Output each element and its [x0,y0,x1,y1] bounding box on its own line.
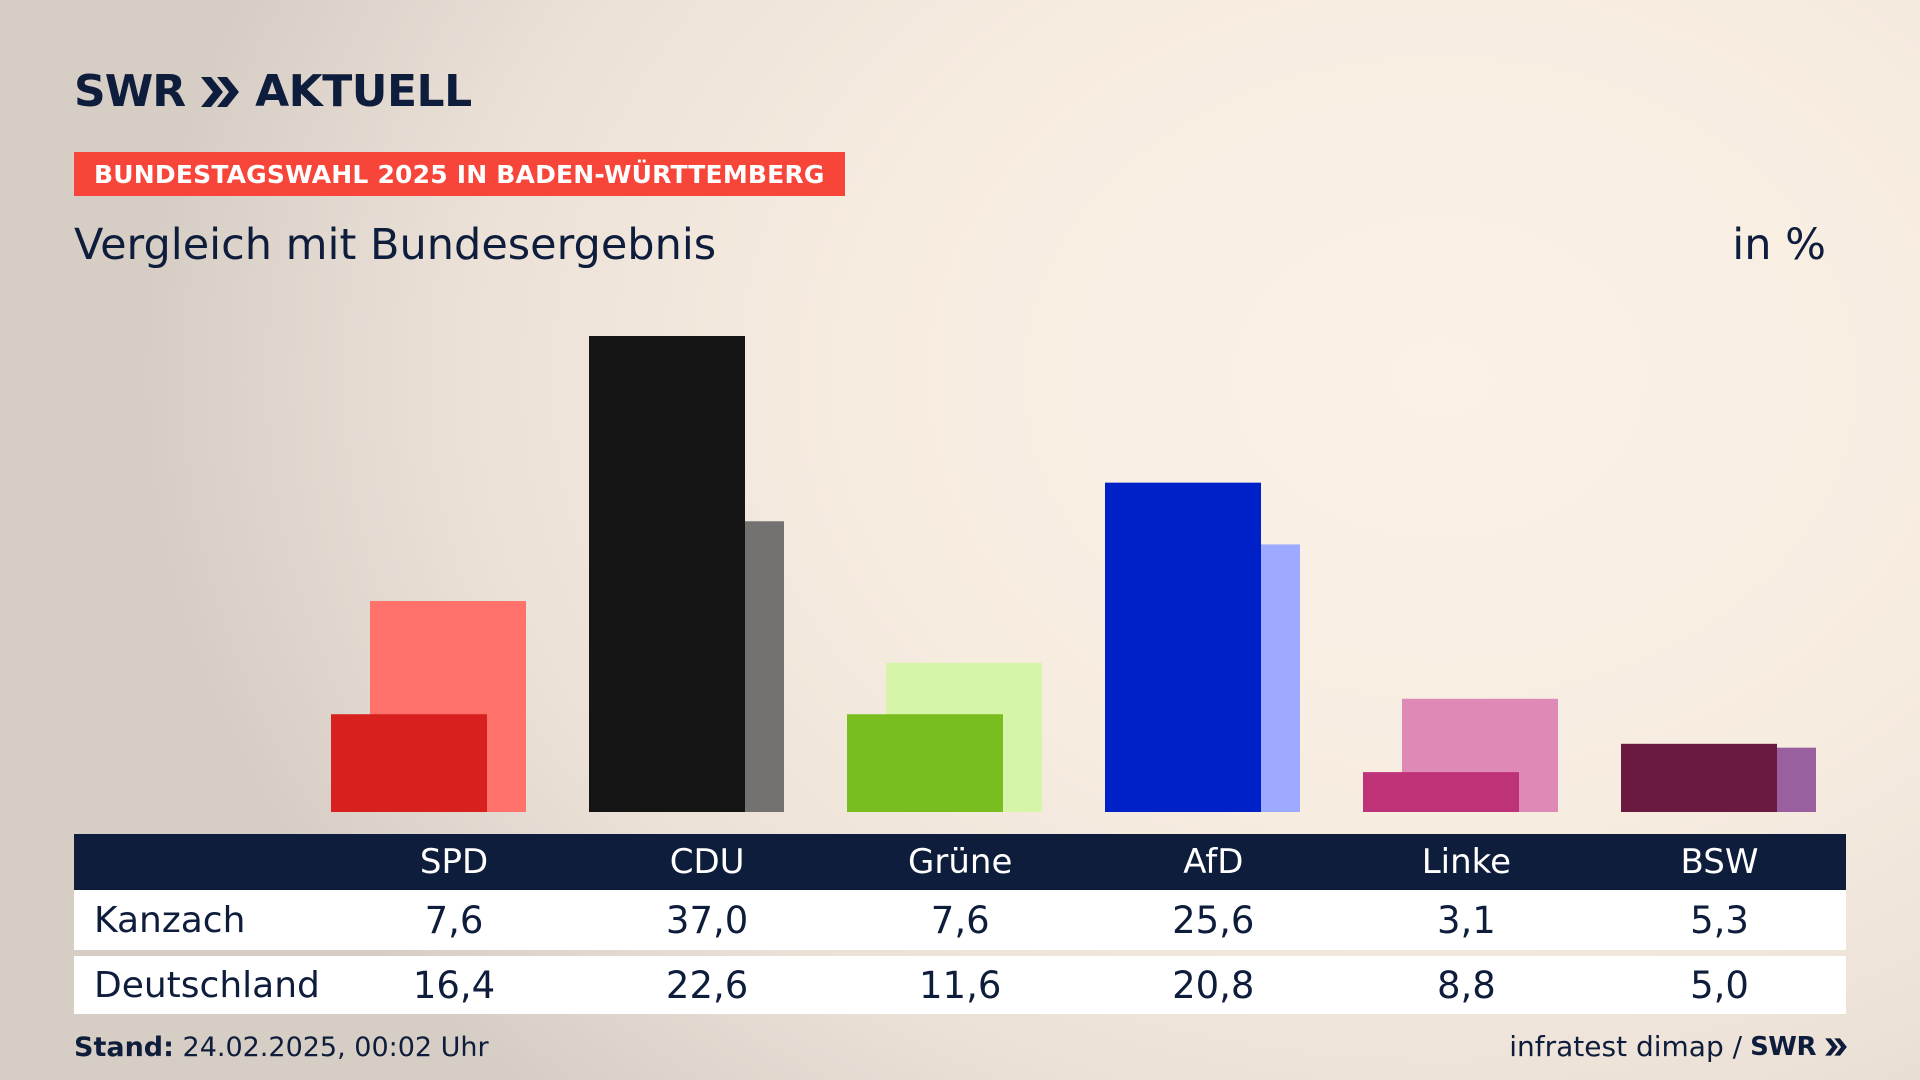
election-banner: BUNDESTAGSWAHL 2025 IN BADEN-WÜRTTEMBERG [74,152,845,196]
bar-deutschland-cdu [628,521,784,812]
table-cell: 7,6 [930,898,990,942]
swr-aktuell-logo: SWR AKTUELL [74,66,472,118]
timestamp: Stand: 24.02.2025, 00:02 Uhr [74,1032,489,1063]
bar-deutschland-spd [370,601,526,812]
header-afd: AfD [1183,842,1244,882]
bar-kanzach-cdu [589,336,745,812]
footer-swr-logo: SWR [1750,1031,1816,1062]
bar-deutschland-grüne [886,662,1042,812]
footer-chevron-icon [1825,1037,1847,1056]
stand-value: 24.02.2025, 00:02 Uhr [182,1032,489,1063]
table-cell: 11,6 [919,963,1002,1007]
header-bsw: BSW [1680,842,1759,882]
table-cell: 8,8 [1436,963,1496,1007]
bar-kanzach-spd [331,714,487,812]
table-cell: 22,6 [665,963,749,1007]
table-cell: 20,8 [1172,963,1255,1007]
bar-deutschland-afd [1144,544,1300,812]
logo-aktuell-text: AKTUELL [255,66,472,117]
table-cell: 7,6 [424,898,484,942]
table-row-deutschland: Deutschland 16,4 22,6 11,6 20,8 8,8 5,0 [74,956,1846,1014]
results-table: SPD CDU Grüne AfD Linke BSW Kanzach 7,6 … [74,834,1846,1014]
chart-subtitle: Vergleich mit Bundesergebnis [74,220,717,270]
bar-kanzach-grüne [847,714,1003,812]
header-linke: Linke [1421,842,1512,882]
table-row-kanzach: Kanzach 7,6 37,0 7,6 25,6 3,1 5,3 [74,890,1846,950]
header-spd: SPD [419,842,489,882]
source-text: infratest dimap / [1509,1030,1743,1063]
table-cell: 3,1 [1436,898,1496,942]
row-label: Kanzach [94,899,246,941]
table-cell: 37,0 [665,898,749,942]
stand-label: Stand: [74,1032,174,1063]
bar-kanzach-linke [1363,772,1519,812]
bar-deutschland-linke [1402,698,1558,812]
bar-kanzach-afd [1105,482,1261,812]
table-header-row: SPD CDU Grüne AfD Linke BSW [74,834,1846,890]
source-credit: infratest dimap / SWR [1509,1030,1848,1063]
table-cell: 25,6 [1172,898,1255,942]
logo-swr-text: SWR [74,66,186,117]
bar-kanzach-bsw [1621,743,1777,812]
unit-label: in % [1732,220,1826,270]
row-label: Deutschland [94,964,320,1006]
header-gruene: Grüne [908,842,1013,882]
header-cdu: CDU [669,842,745,882]
bar-deutschland-bsw [1660,747,1816,812]
double-chevron-icon [201,77,240,107]
table-cell: 5,0 [1690,963,1749,1007]
table-cell: 5,3 [1690,898,1749,942]
table-cell: 16,4 [412,963,496,1007]
